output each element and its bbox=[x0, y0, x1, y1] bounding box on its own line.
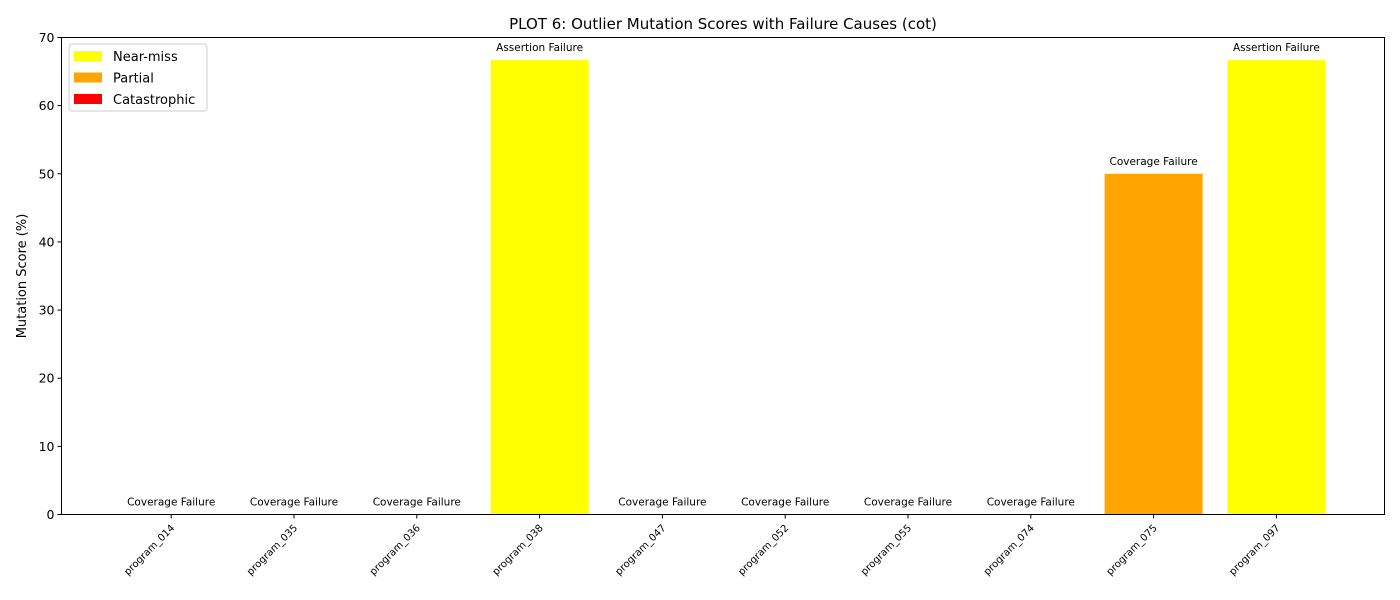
y-axis-label: Mutation Score (%) bbox=[15, 214, 30, 339]
x-tick-label: program_075 bbox=[1105, 523, 1160, 578]
y-tick-label: 10 bbox=[39, 439, 55, 454]
y-tick-label: 60 bbox=[39, 98, 55, 113]
y-tick-label: 0 bbox=[47, 507, 55, 522]
bar-annotation: Coverage Failure bbox=[864, 497, 952, 509]
x-tick-label: program_038 bbox=[491, 523, 546, 578]
legend-label: Near-miss bbox=[113, 50, 178, 65]
legend[interactable]: Near-miss Partial Catastrophic bbox=[68, 43, 208, 112]
legend-swatch-catastrophic bbox=[74, 94, 102, 104]
y-tick-label: 50 bbox=[39, 166, 55, 181]
legend-swatch-near-miss bbox=[74, 51, 102, 61]
x-tick-label: program_035 bbox=[245, 523, 300, 578]
x-tick-label: program_014 bbox=[122, 523, 177, 578]
bar-annotation: Assertion Failure bbox=[496, 42, 583, 54]
y-axis: 0 10 20 30 40 50 60 70 bbox=[39, 30, 62, 522]
plot-frame bbox=[61, 37, 1385, 515]
bar-annotation: Coverage Failure bbox=[250, 497, 338, 509]
bar-program_038 bbox=[490, 60, 589, 515]
x-tick-label: program_074 bbox=[982, 523, 1037, 578]
x-tick-label: program_052 bbox=[736, 523, 791, 578]
bar-annotation: Coverage Failure bbox=[1109, 156, 1197, 168]
x-tick-label: program_097 bbox=[1228, 523, 1283, 578]
legend-frame bbox=[68, 43, 208, 112]
bar-annotation: Assertion Failure bbox=[1233, 42, 1320, 54]
legend-label: Partial bbox=[113, 72, 154, 87]
x-tick-label: program_055 bbox=[859, 523, 914, 578]
y-tick-label: 40 bbox=[39, 234, 55, 249]
bar-annotation: Coverage Failure bbox=[127, 497, 215, 509]
bars-group bbox=[490, 60, 1326, 515]
x-tick-label: program_047 bbox=[614, 523, 669, 578]
legend-label: Catastrophic bbox=[113, 93, 195, 108]
y-tick-label: 70 bbox=[39, 30, 55, 45]
bar-program_097 bbox=[1227, 60, 1326, 515]
bar-annotation: Coverage Failure bbox=[741, 497, 829, 509]
bar-annotation: Coverage Failure bbox=[618, 497, 706, 509]
bar-program_075 bbox=[1104, 173, 1203, 515]
y-tick-label: 30 bbox=[39, 303, 55, 318]
y-tick-label: 20 bbox=[39, 371, 55, 386]
bar-annotation: Coverage Failure bbox=[987, 497, 1075, 509]
chart-title: PLOT 6: Outlier Mutation Scores with Fai… bbox=[509, 15, 937, 33]
bar-annotation: Coverage Failure bbox=[373, 497, 461, 509]
bar-labels-group: Coverage Failure Coverage Failure Coverage… bbox=[127, 42, 1320, 508]
x-tick-label: program_036 bbox=[368, 523, 423, 578]
legend-swatch-partial bbox=[74, 72, 102, 83]
x-axis: program_014 program_035 program_036 program… bbox=[122, 514, 1283, 578]
